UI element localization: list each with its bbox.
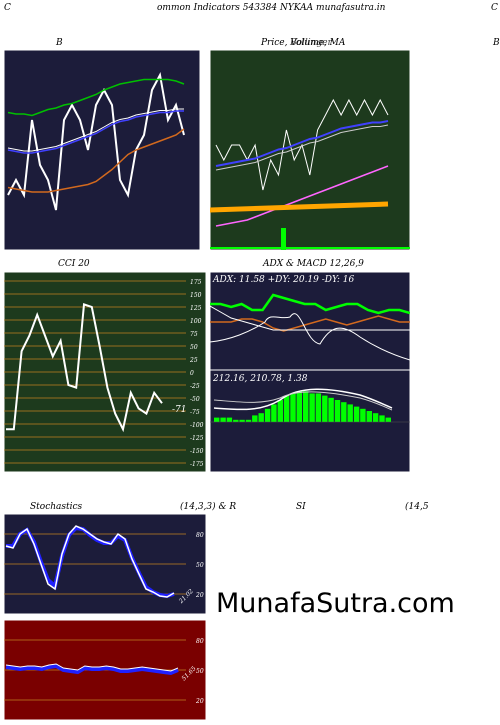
pma-price-line	[215, 98, 389, 191]
adx-trace	[210, 313, 410, 361]
cci-tick-label: -125	[190, 435, 204, 442]
adx-macd-label: ADX & MACD 12,26,9	[263, 259, 364, 269]
cci-tick-label: -50	[190, 396, 200, 403]
macd-histogram-bar	[258, 413, 264, 422]
cci-line	[6, 303, 163, 433]
macd-histogram-bar	[322, 395, 328, 422]
macd-line	[213, 388, 393, 411]
stoch-k-line	[5, 525, 175, 598]
macd-histogram-bar	[226, 417, 233, 422]
cci-tick-label: 100	[190, 318, 202, 325]
macd-signal-line	[213, 391, 393, 411]
bollinger-label: B	[56, 38, 63, 48]
macd-histogram-bar	[233, 419, 239, 422]
cci-tick-label: -150	[190, 448, 204, 455]
macd-histogram-bar	[290, 393, 296, 422]
si-label: SI	[296, 502, 306, 512]
pma-fast-ma-line	[215, 120, 389, 167]
volume-bar	[281, 228, 286, 250]
macd-chart	[210, 370, 410, 472]
macd-histogram-bar	[214, 417, 220, 422]
stoch-d-line	[6, 525, 175, 599]
cci-tick-label: -75	[190, 409, 200, 416]
cci-tick-label: 50	[190, 344, 198, 351]
rsi-tick-label: 20	[195, 698, 204, 705]
adx-minus-di-line	[210, 315, 410, 332]
cci-label: CCI 20	[58, 259, 90, 269]
cci-tick-label: -25	[190, 383, 200, 390]
macd-histogram-bar	[252, 415, 258, 422]
price-ma-overlay-label: Bollinger	[290, 38, 332, 48]
cci-chart: 175 150 125 100 75 50 25 0 -25 -50 -75 -100 -125 -150…	[4, 272, 207, 472]
macd-histogram-bar	[239, 419, 245, 422]
macd-histogram-bar	[296, 391, 302, 422]
stoch-tick-label: 20	[195, 592, 204, 599]
macd-histogram-bar	[366, 411, 372, 422]
macd-histogram-bar	[360, 408, 366, 422]
macd-histogram-bar	[271, 404, 277, 422]
macd-values: 212.16, 210.78, 1.38	[213, 374, 308, 384]
macd-histogram-bar	[334, 400, 341, 422]
adx-chart	[210, 272, 410, 370]
price-ma-label: Price, Volume, MA	[261, 38, 346, 48]
right-edge-label: B	[493, 38, 500, 48]
macd-histogram-bar	[277, 400, 283, 422]
cci-tick-label: -100	[190, 422, 204, 429]
macd-histogram-bar	[245, 419, 252, 422]
adx-plus-di-line	[210, 293, 410, 315]
macd-histogram-bar	[353, 406, 360, 422]
macd-histogram-bar	[303, 391, 309, 422]
watermark: MunafaSutra.com	[216, 588, 455, 619]
macd-histogram-bar	[283, 395, 290, 422]
macd-histogram-bar	[385, 417, 391, 422]
cci-tick-label: 75	[190, 331, 198, 338]
stoch-tick-label: 50	[196, 562, 204, 569]
cci-last-value: -71	[172, 405, 187, 415]
header-left: C	[4, 3, 11, 13]
pma-fast-ma-shadow	[215, 124, 389, 171]
adx-line	[210, 305, 410, 331]
bollinger-chart	[4, 50, 200, 250]
price-ma-chart	[210, 50, 410, 250]
macd-histogram-bar	[328, 397, 334, 422]
cci-tick-label: 0	[190, 370, 194, 377]
bollinger-middle-shadow	[7, 108, 184, 152]
bollinger-lower-line	[7, 128, 185, 193]
header-title: ommon Indicators 543384 NYKAA munafasutr…	[157, 3, 386, 13]
bollinger-middle-line	[7, 110, 184, 154]
macd-histogram-bar	[220, 417, 226, 422]
adx-values: ADX: 11.58 +DY: 20.19 -DY: 16	[213, 275, 355, 285]
cci-tick-label: -175	[190, 461, 204, 468]
macd-histogram-bar	[315, 393, 322, 422]
cci-tick-label: 125	[190, 305, 202, 312]
macd-histogram-bar	[379, 415, 385, 422]
stochastics-label: Stochastics	[30, 502, 83, 512]
macd-histogram-bar	[372, 413, 379, 422]
stoch-params-label: (14,3,3) & R	[180, 502, 237, 512]
header-right: C	[491, 3, 498, 13]
macd-histogram-bar	[264, 408, 271, 422]
macd-histogram-bar	[341, 402, 347, 422]
rsi-line	[5, 663, 179, 672]
cci-tick-label: 25	[189, 357, 198, 364]
cci-tick-label: 175	[190, 279, 202, 286]
si-params-label: (14,5	[405, 502, 429, 512]
bollinger-upper-line	[7, 78, 185, 117]
macd-histogram-bar	[347, 404, 353, 422]
macd-histogram-bar	[309, 393, 315, 422]
rsi-tick-label: 50	[196, 668, 204, 675]
rsi-line-shadow	[5, 663, 179, 676]
rsi-tick-label: 80	[196, 638, 204, 645]
pma-slow-ma-line	[215, 165, 389, 227]
stoch-tick-label: 80	[196, 532, 204, 539]
cci-tick-label: 150	[190, 292, 202, 299]
